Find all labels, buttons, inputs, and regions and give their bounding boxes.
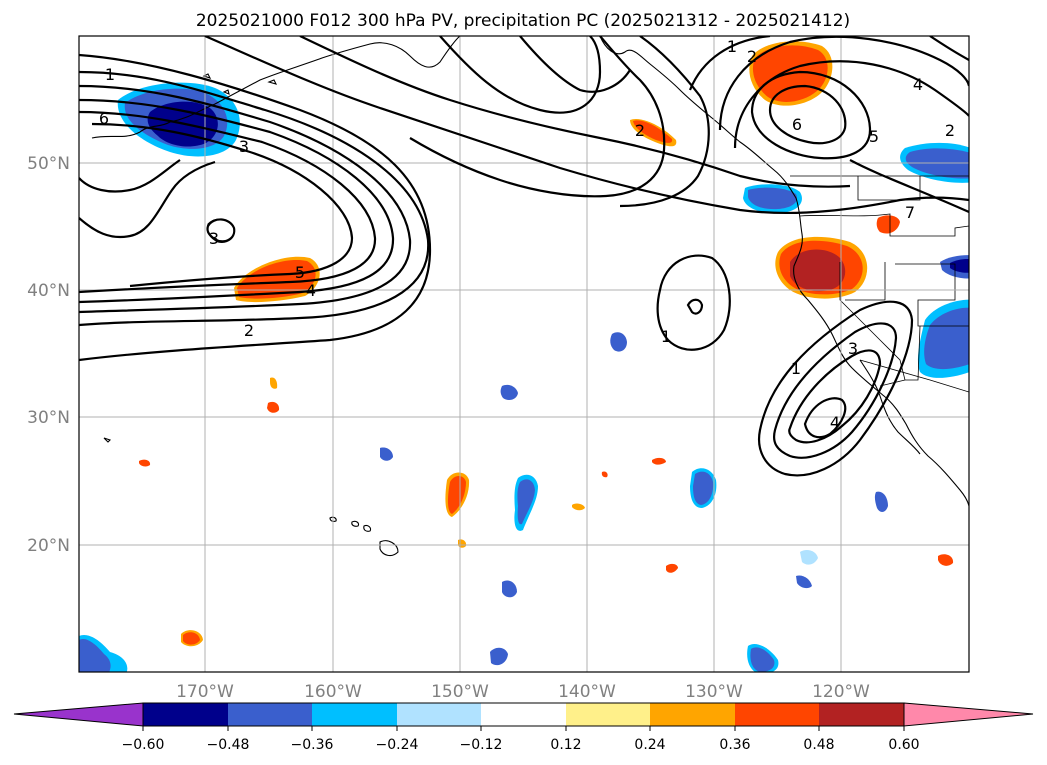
contour-label: 6 xyxy=(99,109,109,128)
colorbar-segment xyxy=(481,703,566,726)
contour-label: 4 xyxy=(830,413,840,432)
contour-label: 3 xyxy=(848,339,858,358)
map-frame xyxy=(78,35,970,673)
colorbar-tick-label: −0.24 xyxy=(376,737,419,753)
colorbar-segment xyxy=(735,703,819,726)
contour-label: 1 xyxy=(727,37,737,56)
longitude-labels: 170°W 160°W 150°W 140°W 130°W 120°W xyxy=(176,682,870,702)
colorbar-high-extension xyxy=(903,702,1034,727)
colorbar-segment xyxy=(650,703,735,726)
colorbar-tick-label: −0.12 xyxy=(460,737,503,753)
positive-precip-shading xyxy=(139,41,954,647)
colorbar-tick-label: 0.24 xyxy=(634,737,665,753)
contour-label: 1 xyxy=(791,359,801,378)
contour-label: 6 xyxy=(792,115,802,134)
lat-label-20n: 20°N xyxy=(27,536,70,556)
contour-label: 3 xyxy=(209,229,219,248)
contour-label: 2 xyxy=(244,321,254,340)
contour-label: 4 xyxy=(306,281,316,300)
graticule xyxy=(79,36,969,672)
contour-label: 1 xyxy=(661,327,671,346)
lon-label-170w: 170°W xyxy=(176,682,234,702)
colorbar: −0.60 −0.48 −0.36 −0.24 −0.12 0.12 0.24 … xyxy=(13,702,1034,753)
lon-label-150w: 150°W xyxy=(431,682,489,702)
contour-label: 4 xyxy=(913,75,923,94)
colorbar-segment xyxy=(228,703,312,726)
colorbar-segment xyxy=(312,703,397,726)
lon-label-140w: 140°W xyxy=(558,682,616,702)
contour-label: 2 xyxy=(635,121,645,140)
contour-label: 2 xyxy=(747,47,757,66)
contour-label: 1 xyxy=(105,65,115,84)
latitude-labels: 50°N 40°N 30°N 20°N xyxy=(27,154,70,556)
colorbar-segment xyxy=(143,703,228,726)
lon-label-120w: 120°W xyxy=(812,682,870,702)
coastlines xyxy=(91,36,969,557)
figure-title: 2025021000 F012 300 hPa PV, precipitatio… xyxy=(196,11,850,31)
contour-label: 5 xyxy=(869,127,879,146)
pv-contours xyxy=(79,36,969,477)
map-area: 1 6 3 5 4 2 3 2 1 2 6 4 5 2 7 1 1 3 4 xyxy=(79,36,969,672)
colorbar-tick-label: 0.48 xyxy=(803,737,834,753)
colorbar-segment xyxy=(566,703,650,726)
contour-label: 2 xyxy=(945,121,955,140)
colorbar-tick-label: −0.60 xyxy=(122,737,165,753)
contour-label: 7 xyxy=(905,203,915,222)
contour-labels: 1 6 3 5 4 2 3 2 1 2 6 4 5 2 7 1 1 3 4 xyxy=(99,37,955,432)
lat-label-40n: 40°N xyxy=(27,281,70,301)
colorbar-low-extension xyxy=(13,702,144,727)
colorbar-tick-label: 0.36 xyxy=(719,737,750,753)
colorbar-segment xyxy=(397,703,481,726)
colorbar-tick-label: 0.60 xyxy=(888,737,919,753)
colorbar-ticks xyxy=(142,726,905,731)
colorbar-segment xyxy=(819,703,904,726)
lon-label-160w: 160°W xyxy=(304,682,362,702)
lat-label-30n: 30°N xyxy=(27,408,70,428)
colorbar-tick-label: −0.48 xyxy=(207,737,250,753)
contour-label: 5 xyxy=(295,263,305,282)
lat-label-50n: 50°N xyxy=(27,154,70,174)
colorbar-tick-label: 0.12 xyxy=(550,737,581,753)
lon-label-130w: 130°W xyxy=(685,682,743,702)
colorbar-tick-label: −0.36 xyxy=(291,737,334,753)
contour-label: 3 xyxy=(239,137,249,156)
